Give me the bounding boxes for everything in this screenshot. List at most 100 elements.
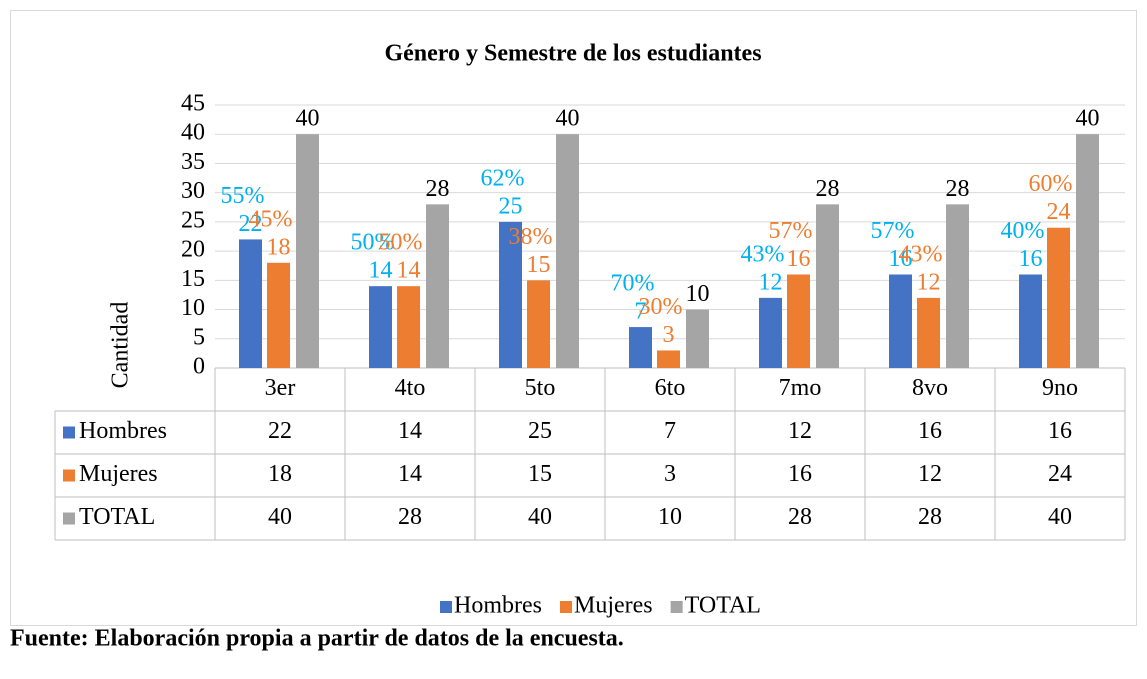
bar — [759, 297, 782, 368]
share-label: 30% — [639, 294, 683, 320]
data-label: 12 — [759, 269, 783, 295]
x-tick-label: 3er — [265, 375, 296, 401]
data-label: 40 — [296, 106, 320, 132]
bar — [397, 286, 420, 368]
share-label: 50% — [379, 230, 423, 256]
table-cell: 12 — [918, 461, 942, 487]
table-cell: 16 — [918, 418, 942, 444]
table-row-label: Mujeres — [79, 461, 158, 487]
data-label: 40 — [1076, 106, 1100, 132]
y-axis-label: Cantidad — [108, 302, 134, 389]
share-label: 38% — [509, 224, 553, 250]
bar — [267, 262, 290, 368]
share-label: 45% — [249, 206, 293, 232]
data-label: 16 — [1019, 246, 1043, 272]
table-cell: 3 — [664, 461, 676, 487]
table-cell: 10 — [658, 504, 682, 530]
x-tick-label: 4to — [395, 375, 426, 401]
x-tick-label: 9no — [1042, 375, 1078, 401]
legend-label: Hombres — [454, 593, 542, 619]
bar — [499, 221, 522, 368]
bar — [239, 239, 262, 368]
table-cell: 12 — [788, 418, 812, 444]
table-cell: 40 — [1048, 504, 1072, 530]
bar — [686, 309, 709, 368]
bar — [369, 286, 392, 368]
y-tick-label: 5 — [193, 324, 205, 350]
table-row-label: TOTAL — [79, 504, 155, 530]
share-label: 70% — [611, 271, 655, 297]
data-label: 7 — [635, 299, 647, 325]
legend-key — [670, 601, 683, 613]
data-label: 3 — [663, 322, 675, 348]
share-label: 40% — [1001, 218, 1045, 244]
share-label: 43% — [899, 241, 943, 267]
bar — [556, 134, 579, 368]
data-label: 28 — [816, 176, 840, 202]
table-cell: 7 — [664, 418, 676, 444]
data-label: 22 — [239, 211, 263, 237]
table-cell: 22 — [268, 418, 292, 444]
bar — [296, 134, 319, 368]
table-legend-key — [63, 469, 75, 482]
chart-title: Género y Semestre de los estudiantes — [384, 41, 761, 67]
legend-label: Mujeres — [574, 593, 653, 619]
table-cell: 25 — [528, 418, 552, 444]
y-tick-label: 25 — [181, 207, 205, 233]
bar — [527, 280, 550, 368]
share-label: 62% — [481, 165, 525, 191]
table-cell: 40 — [528, 504, 552, 530]
legend-key — [440, 601, 452, 613]
table-cell: 24 — [1048, 461, 1072, 487]
table-cell: 16 — [1048, 418, 1072, 444]
table-cell: 18 — [268, 461, 292, 487]
share-label: 43% — [741, 241, 785, 267]
data-label: 14 — [397, 258, 421, 284]
table-legend-key — [63, 512, 75, 525]
share-label: 60% — [1029, 171, 1073, 197]
legend-key — [559, 601, 572, 613]
y-tick-label: 45 — [181, 91, 205, 117]
bar — [946, 204, 969, 368]
table-cell: 28 — [788, 504, 812, 530]
bar — [1076, 134, 1099, 368]
data-label: 18 — [267, 234, 291, 260]
x-tick-label: 8vo — [912, 375, 948, 401]
bar — [629, 327, 652, 368]
legend-label: TOTAL — [685, 593, 761, 619]
data-label: 28 — [946, 176, 970, 202]
bar — [426, 204, 449, 368]
y-tick-label: 30 — [181, 178, 205, 204]
table-row-label: Hombres — [79, 418, 167, 444]
x-tick-label: 7mo — [779, 375, 822, 401]
data-label: 40 — [556, 106, 580, 132]
y-tick-label: 0 — [193, 354, 205, 380]
bar — [657, 350, 680, 368]
chart-border — [10, 10, 1137, 626]
table-cell: 15 — [528, 461, 552, 487]
x-tick-label: 6to — [655, 375, 686, 401]
data-label: 15 — [527, 252, 551, 278]
bar — [917, 297, 940, 368]
table-cell: 28 — [398, 504, 422, 530]
y-tick-label: 35 — [181, 149, 205, 175]
bar — [816, 204, 839, 368]
data-label: 10 — [686, 281, 710, 307]
bar — [1019, 274, 1042, 368]
data-label: 16 — [787, 246, 811, 272]
table-cell: 28 — [918, 504, 942, 530]
share-label: 57% — [769, 218, 813, 244]
data-label: 28 — [426, 176, 450, 202]
source-note: Fuente: Elaboración propia a partir de d… — [10, 626, 624, 652]
data-label: 12 — [917, 269, 941, 295]
share-label: 57% — [871, 218, 915, 244]
y-tick-label: 20 — [181, 237, 205, 263]
bar — [787, 274, 810, 368]
data-label: 16 — [889, 246, 913, 272]
y-tick-label: 15 — [181, 266, 205, 292]
y-tick-label: 10 — [181, 295, 205, 321]
table-cell: 16 — [788, 461, 812, 487]
x-tick-label: 5to — [525, 375, 556, 401]
share-label: 55% — [221, 183, 265, 209]
